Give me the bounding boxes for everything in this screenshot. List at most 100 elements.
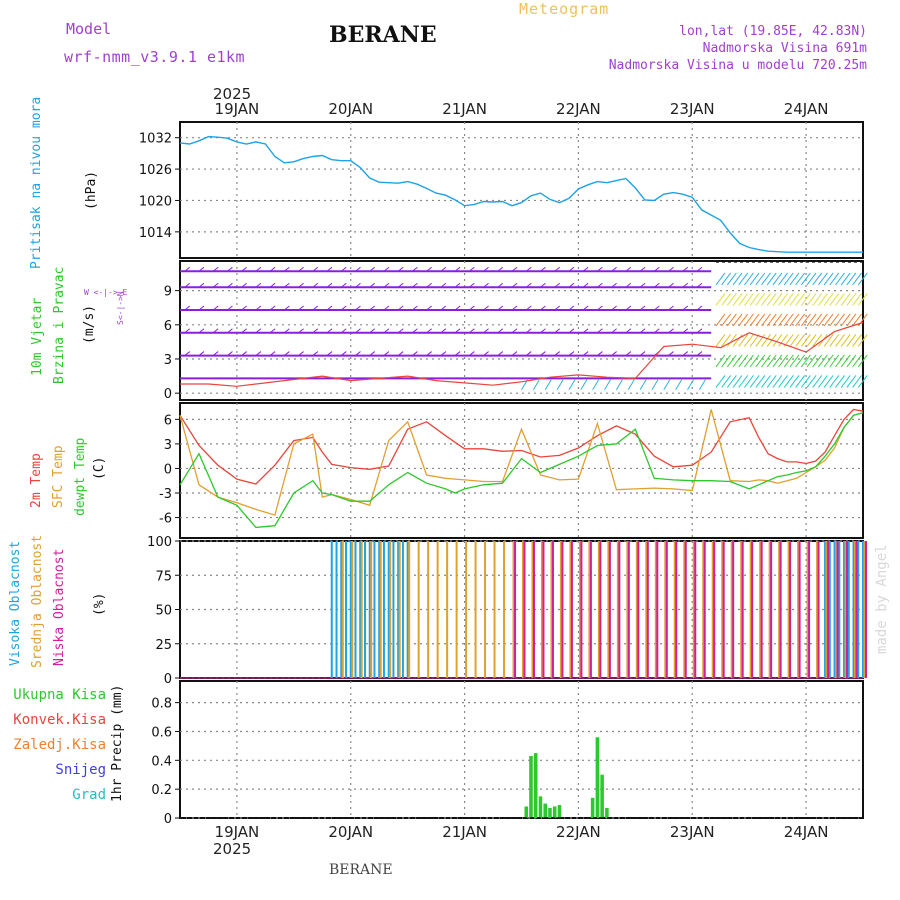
precip-legend-item: Snijeg — [55, 762, 106, 778]
wind-barb — [241, 266, 247, 272]
wind-barb — [818, 354, 828, 368]
wind-barb — [846, 375, 857, 388]
wind-barb — [298, 328, 304, 334]
wind-barb — [852, 375, 862, 388]
wind-barb — [597, 328, 603, 334]
wind-barb — [806, 313, 817, 327]
top-date-label: 20JAN — [328, 100, 374, 118]
wind-tick-label: 6 — [164, 319, 172, 334]
top-date-label: 23JAN — [669, 100, 715, 118]
wind-barb — [806, 354, 817, 368]
wind-barb — [597, 266, 603, 272]
wind-barb — [611, 282, 617, 288]
temp-tick-label: 6 — [164, 413, 172, 428]
temp-frame — [179, 402, 864, 539]
wind-barb — [355, 351, 361, 356]
wind-barb — [696, 266, 703, 272]
wind-barb — [611, 305, 617, 311]
wind-barb — [755, 334, 766, 347]
wind-barb — [604, 379, 611, 391]
wind-barb — [511, 328, 518, 334]
bottom-date-label: 19JAN — [214, 823, 260, 841]
wind-barb — [540, 266, 546, 272]
wind-barb — [823, 272, 834, 286]
model-label: Model — [66, 20, 112, 38]
wind-barb — [668, 282, 674, 288]
top-date-label: 21JAN — [442, 100, 487, 118]
wind-barb — [212, 266, 219, 272]
precip-frame — [179, 680, 864, 819]
wind-barb — [818, 272, 828, 286]
wind-tick-label: 9 — [164, 285, 172, 300]
wind-barb — [800, 334, 811, 347]
wind-barb — [668, 266, 674, 272]
wind-barb — [312, 351, 319, 356]
wind-barb — [184, 305, 191, 311]
wind-barb — [835, 313, 845, 327]
wind-barb — [840, 313, 851, 327]
wind-barb — [241, 351, 247, 356]
wind-barb — [298, 266, 304, 272]
wind-barb — [269, 328, 276, 334]
wind-barb — [812, 375, 823, 388]
wind-barb — [326, 328, 333, 334]
wind-barb — [795, 293, 806, 306]
wind-barb — [835, 375, 845, 388]
wind-barb — [440, 351, 447, 356]
wind-barb — [761, 334, 771, 347]
wind-barb — [749, 272, 760, 286]
wind-barb — [611, 266, 617, 272]
wind-barb — [761, 313, 771, 327]
wind-barb — [284, 266, 290, 272]
wind-barb — [184, 328, 191, 334]
wind-barb — [857, 272, 868, 286]
wind-barb — [732, 313, 743, 327]
precip-bar — [524, 806, 529, 818]
wind-barb — [383, 266, 390, 272]
wind-barb — [823, 313, 834, 327]
wind-barb — [732, 293, 743, 306]
wind-barb — [721, 375, 732, 388]
bottom-year: 2025 — [213, 840, 252, 858]
wind-barb — [184, 266, 191, 272]
wind-speed-line — [180, 321, 864, 387]
wind-barb — [653, 305, 660, 311]
cloud-tick-label: 50 — [155, 604, 172, 619]
wind-barb — [800, 272, 811, 286]
wind-panel: 9 6 3 0 — [164, 260, 868, 402]
wind-barb — [761, 375, 771, 388]
wind-barb — [744, 375, 754, 388]
wind-barb — [823, 354, 834, 368]
wind-barb — [721, 334, 732, 347]
wind-barb — [783, 313, 794, 327]
wind-barb — [397, 328, 404, 334]
precip-legend-item: Ukupna Kisa — [13, 687, 106, 703]
footer-station: BERANE — [329, 862, 393, 878]
temp-tick-label: -6 — [159, 512, 172, 527]
wind-barb — [483, 351, 489, 356]
wind-barb — [556, 379, 564, 391]
wind-tick-label: 3 — [164, 353, 172, 368]
wind-barb — [625, 328, 632, 334]
wind-barb — [340, 282, 347, 288]
wind-barb — [227, 266, 233, 272]
precip-tick-label: 0.6 — [151, 725, 172, 740]
wind-barb — [454, 305, 461, 311]
wind-barb — [298, 305, 304, 311]
wind-barb — [721, 293, 732, 306]
wind-barb — [738, 375, 749, 388]
wind-barb — [795, 375, 806, 388]
wind-barb — [597, 305, 603, 311]
wind-barb — [412, 328, 418, 334]
wind-barb — [778, 272, 788, 286]
wind-barb — [198, 266, 205, 272]
wind-barb — [469, 351, 475, 356]
wind-barb — [732, 334, 743, 347]
wind-barb — [738, 334, 749, 347]
wind-barb — [639, 266, 646, 272]
wind-barb — [582, 305, 589, 311]
wind-barb — [696, 351, 703, 356]
wind-barb — [682, 282, 689, 288]
wind-barb — [738, 354, 749, 368]
wind-barb — [721, 354, 732, 368]
